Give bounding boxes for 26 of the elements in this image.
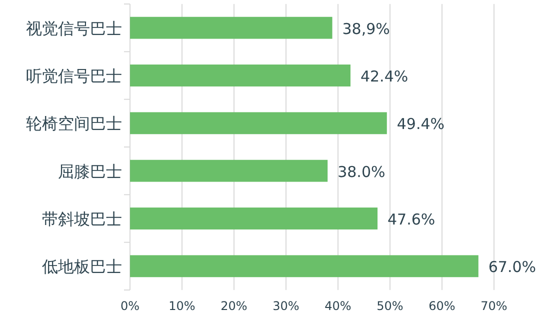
y-tick-label: 低地板巴士 [42,258,122,276]
y-tick-label: 视觉信号巴士 [26,20,122,38]
x-tick-label: 70% [480,299,508,313]
y-tick-label: 轮椅空间巴士 [26,115,122,134]
data-label: 38,9% [342,20,390,38]
bar [130,255,478,278]
data-label: 42.4% [360,68,408,86]
data-label: 67.0% [488,258,536,276]
x-tick-label: 30% [272,299,300,313]
x-tick-label: 10% [168,299,196,313]
x-tick-label: 50% [376,299,404,313]
bar [130,64,350,86]
bar [130,112,387,134]
x-tick-label: 60% [428,299,456,313]
x-tick-label: 40% [324,299,352,313]
data-label: 49.4% [396,115,445,134]
x-tick-label: 20% [220,299,248,313]
data-label: 47.6% [388,210,436,228]
bar [130,160,328,182]
x-tick-label: 0% [120,299,140,313]
bar [130,16,332,39]
y-tick-label: 屈膝巴士 [58,162,122,181]
data-label: 38.0% [338,162,386,181]
y-tick-label: 听觉信号巴士 [26,68,122,86]
bar [130,208,378,230]
y-tick-label: 带斜坡巴士 [42,210,122,228]
